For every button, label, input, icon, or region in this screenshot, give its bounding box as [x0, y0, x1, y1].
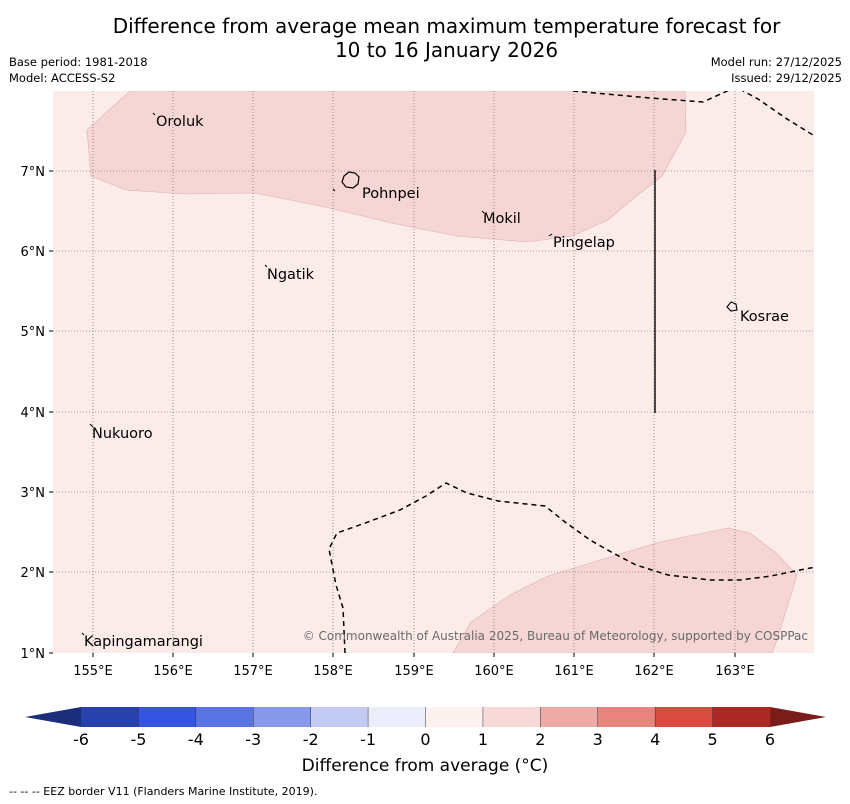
- colorbar-under-arrow: [25, 707, 81, 727]
- issued-date: Issued: 29/12/2025: [731, 71, 842, 85]
- copyright-notice: © Commonwealth of Australia 2025, Bureau…: [303, 629, 808, 643]
- atoll-markers: [81, 112, 553, 636]
- colorbar-segment: [597, 707, 656, 727]
- anomaly-region-north: [86, 91, 687, 243]
- place-label-pohnpei: Pohnpei: [362, 186, 420, 202]
- eez-border: [328, 91, 814, 653]
- colorbar-tick-label: -5: [130, 730, 146, 749]
- colorbar-tick-label: -1: [360, 730, 376, 749]
- colorbar-segment: [195, 707, 254, 727]
- lon-label-156e: 156°E: [153, 664, 193, 679]
- place-label-kapingamarangi: Kapingamarangi: [84, 634, 203, 650]
- colorbar-over-arrow: [770, 707, 826, 727]
- colorbar-tick-label: 1: [478, 730, 488, 749]
- model-name: Model: ACCESS-S2: [9, 71, 116, 85]
- colorbar-label: Difference from average (°C): [301, 756, 549, 776]
- colorbar-segment: [368, 707, 426, 727]
- lon-label-163e: 163°E: [715, 664, 755, 679]
- colorbar-segment: [712, 707, 771, 727]
- colorbar-tick-label: -6: [73, 730, 89, 749]
- place-label-nukuoro: Nukuoro: [92, 426, 153, 442]
- title-line-1: Difference from average mean maximum tem…: [112, 14, 781, 38]
- lon-label-159e: 159°E: [394, 664, 434, 679]
- model-run: Model run: 27/12/2025: [710, 55, 842, 69]
- lat-label-2n: 2°N: [21, 566, 46, 581]
- lat-label-1n: 1°N: [21, 647, 46, 662]
- axis-ticks: [49, 170, 736, 657]
- colorbar-tick-label: 5: [707, 730, 717, 749]
- place-label-ngatik: Ngatik: [267, 267, 315, 283]
- place-label-pingelap: Pingelap: [553, 235, 615, 251]
- lon-label-162e: 162°E: [634, 664, 674, 679]
- pohnpei-islet-icon: [332, 188, 336, 192]
- eez-legend-note: -- -- -- EEZ border V11 (Flanders Marine…: [9, 785, 318, 798]
- colorbar-segment: [81, 707, 139, 727]
- map-title: Difference from average mean maximum tem…: [0, 14, 850, 62]
- anomaly-region-southeast: [452, 527, 798, 653]
- colorbar-tick-label: 2: [535, 730, 545, 749]
- lat-label-4n: 4°N: [21, 406, 46, 421]
- graticule: [53, 91, 814, 653]
- run-info: Model run: 27/12/2025 Issued: 29/12/2025: [711, 54, 842, 86]
- colorbar-segment: [482, 707, 541, 727]
- colorbar-tick-label: 0: [420, 730, 430, 749]
- place-label-kosrae: Kosrae: [740, 309, 789, 325]
- place-label-oroluk: Oroluk: [156, 114, 204, 130]
- colorbar-segment: [655, 707, 713, 727]
- colorbar-tick-label: 4: [650, 730, 660, 749]
- lat-label-6n: 6°N: [21, 245, 46, 260]
- kosrae-island-icon: [726, 301, 738, 312]
- colorbar-segment: [425, 707, 484, 727]
- model-info: Base period: 1981-2018 Model: ACCESS-S2: [9, 54, 148, 86]
- colorbar: -6 -5 -4 -3 -2 -1 0 1 2 3 4 5 6: [25, 707, 826, 749]
- colorbar-segment: [253, 707, 311, 727]
- lat-label-7n: 7°N: [21, 165, 46, 180]
- lon-label-161e: 161°E: [554, 664, 594, 679]
- lon-label-155e: 155°E: [73, 664, 113, 679]
- colorbar-segment: [540, 707, 599, 727]
- lat-label-3n: 3°N: [21, 486, 46, 501]
- colorbar-tick-label: -3: [245, 730, 261, 749]
- title-line-2: 10 to 16 January 2026: [334, 38, 559, 62]
- colorbar-segment: [138, 707, 197, 727]
- colorbar-tick-label: -4: [188, 730, 204, 749]
- lon-label-158e: 158°E: [313, 664, 353, 679]
- lat-label-5n: 5°N: [21, 325, 46, 340]
- base-period: Base period: 1981-2018: [9, 55, 148, 69]
- lon-label-157e: 157°E: [233, 664, 273, 679]
- pohnpei-island-icon: [341, 171, 360, 189]
- place-label-mokil: Mokil: [483, 211, 521, 227]
- colorbar-tick-label: 6: [765, 730, 775, 749]
- lon-label-160e: 160°E: [474, 664, 514, 679]
- colorbar-tick-label: 3: [593, 730, 603, 749]
- colorbar-segment: [310, 707, 369, 727]
- colorbar-tick-label: -2: [303, 730, 319, 749]
